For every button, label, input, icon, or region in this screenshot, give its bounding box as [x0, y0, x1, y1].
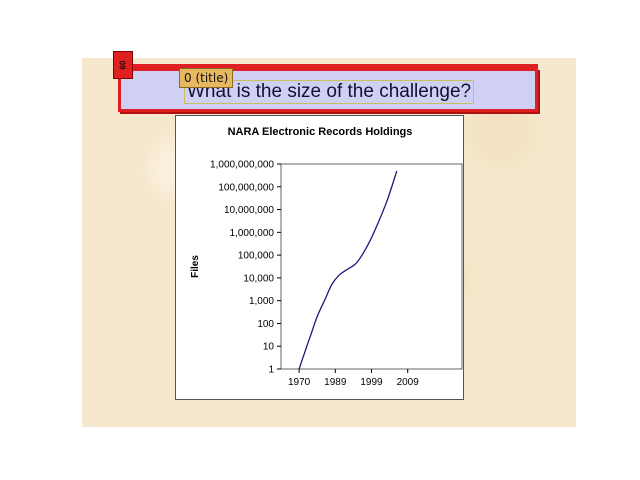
y-tick-label: 10,000 — [243, 273, 274, 284]
plot-area — [280, 163, 463, 370]
series-group — [298, 170, 398, 370]
x-tick-label: 1989 — [324, 377, 347, 388]
chart-title: NARA Electronic Records Holdings — [228, 126, 413, 138]
y-ticks: 1 10 100 1,000 10,000 100,000 1,000,000 10,000,… — [210, 160, 281, 376]
y-tick-label: 100,000,000 — [218, 182, 274, 193]
y-tick-label: 100 — [257, 319, 274, 330]
x-ticks: 1970 1989 1999 2009 — [288, 369, 419, 388]
x-tick-label: 1970 — [288, 377, 311, 388]
y-tick-label: 1,000,000,000 — [210, 160, 274, 171]
slide-number-label: 60 — [118, 60, 128, 70]
y-tick-label: 10 — [263, 342, 275, 353]
title-placeholder-badge: 0 (title) — [179, 68, 234, 88]
y-tick-label: 100,000 — [238, 251, 275, 262]
y-tick-label: 10,000,000 — [224, 205, 274, 216]
y-tick-label: 1 — [268, 365, 274, 376]
y-tick-label: 1,000,000 — [230, 228, 275, 239]
chart-frame: NARA Electronic Records Holdings Files 1… — [175, 115, 464, 400]
slide-title: What is the size of the challenge? — [184, 80, 475, 104]
chart-svg: NARA Electronic Records Holdings Files 1… — [190, 126, 463, 388]
slide-number-tag: 60 — [113, 51, 133, 79]
y-axis-label: Files — [190, 255, 201, 278]
y-tick-label: 1,000 — [249, 296, 274, 307]
series-line-files — [298, 170, 398, 370]
axes — [280, 163, 463, 370]
x-tick-label: 2009 — [397, 377, 420, 388]
x-tick-label: 1999 — [360, 377, 383, 388]
